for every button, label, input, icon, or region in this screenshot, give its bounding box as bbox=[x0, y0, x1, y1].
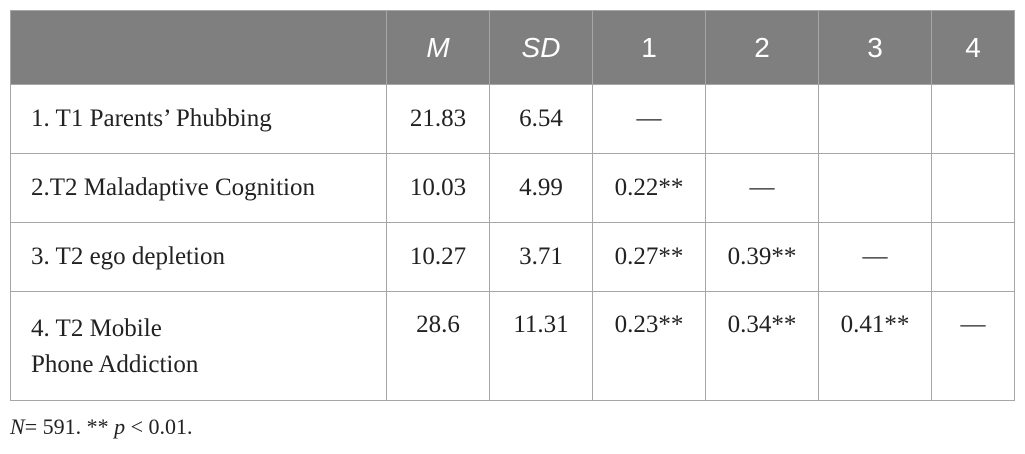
corr-cell-2: 0.39** bbox=[705, 222, 819, 292]
table-row: 1. T1 Parents’ Phubbing 21.83 6.54 — bbox=[10, 84, 1015, 154]
corr-cell-2: 0.34** bbox=[705, 291, 819, 401]
corr-cell-3 bbox=[818, 153, 932, 223]
corr-cell-4 bbox=[931, 153, 1015, 223]
mean-value: 28.6 bbox=[386, 291, 490, 401]
row-label: 2.T2 Maladaptive Cognition bbox=[10, 153, 387, 223]
sd-value: 11.31 bbox=[489, 291, 593, 401]
table-row: 3. T2 ego depletion 10.27 3.71 0.27** 0.… bbox=[10, 222, 1015, 292]
mean-value: 10.27 bbox=[386, 222, 490, 292]
row-label: 3. T2 ego depletion bbox=[10, 222, 387, 292]
header-cell-mean: M bbox=[386, 10, 490, 85]
row-label-line-2: Phone Addiction bbox=[31, 351, 199, 379]
corr-cell-2 bbox=[705, 84, 819, 154]
row-label: 4. T2 Mobile Phone Addiction bbox=[10, 291, 387, 401]
table-header-row: M SD 1 2 3 4 bbox=[10, 10, 1015, 85]
sd-value: 6.54 bbox=[489, 84, 593, 154]
row-label-line-1: 4. T2 Mobile bbox=[31, 315, 162, 342]
header-cell-2: 2 bbox=[705, 10, 819, 85]
n-text: = 591. ** bbox=[24, 414, 115, 439]
header-cell-sd: SD bbox=[489, 10, 593, 85]
corr-cell-2: — bbox=[705, 153, 819, 223]
corr-cell-4: — bbox=[931, 291, 1015, 401]
p-text: < 0.01. bbox=[125, 414, 193, 439]
corr-cell-3: — bbox=[818, 222, 932, 292]
corr-cell-1: — bbox=[592, 84, 706, 154]
correlation-table: M SD 1 2 3 4 1. T1 Parents’ Phubbing 21.… bbox=[10, 10, 1015, 401]
row-label: 1. T1 Parents’ Phubbing bbox=[10, 84, 387, 154]
sd-value: 4.99 bbox=[489, 153, 593, 223]
mean-value: 21.83 bbox=[386, 84, 490, 154]
table-row: 4. T2 Mobile Phone Addiction 28.6 11.31 … bbox=[10, 291, 1015, 401]
header-cell-3: 3 bbox=[818, 10, 932, 85]
table-row: 2.T2 Maladaptive Cognition 10.03 4.99 0.… bbox=[10, 153, 1015, 223]
header-cell-4: 4 bbox=[931, 10, 1015, 85]
mean-value: 10.03 bbox=[386, 153, 490, 223]
sd-value: 3.71 bbox=[489, 222, 593, 292]
table-footnote: N= 591. ** p < 0.01. bbox=[10, 414, 193, 440]
corr-cell-1: 0.27** bbox=[592, 222, 706, 292]
n-symbol: N bbox=[10, 414, 25, 439]
corr-cell-4 bbox=[931, 222, 1015, 292]
corr-cell-3 bbox=[818, 84, 932, 154]
header-cell-variable bbox=[10, 10, 387, 85]
corr-cell-3: 0.41** bbox=[818, 291, 932, 401]
p-symbol: p bbox=[114, 414, 126, 439]
corr-cell-1: 0.22** bbox=[592, 153, 706, 223]
corr-cell-1: 0.23** bbox=[592, 291, 706, 401]
header-cell-1: 1 bbox=[592, 10, 706, 85]
corr-cell-4 bbox=[931, 84, 1015, 154]
